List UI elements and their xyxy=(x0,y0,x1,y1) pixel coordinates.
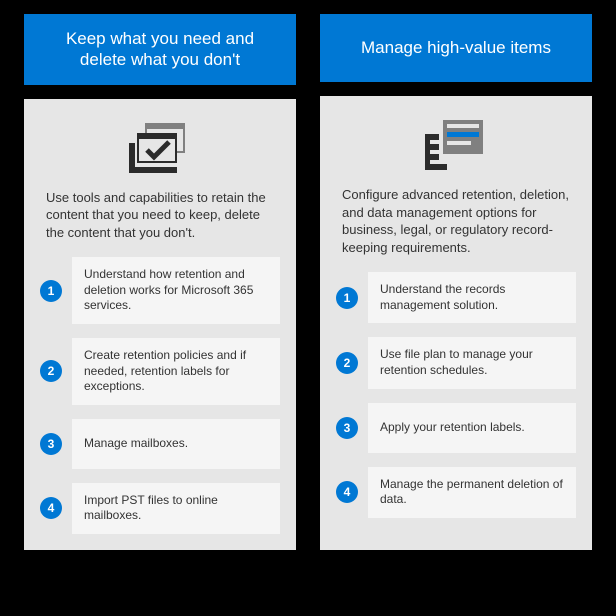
list-item: 2 Create retention policies and if neede… xyxy=(40,338,280,405)
step-number: 3 xyxy=(336,417,358,439)
records-list-icon xyxy=(425,120,487,172)
step-text: Understand how retention and deletion wo… xyxy=(84,267,268,314)
checkbox-window-icon xyxy=(129,123,191,175)
step-text: Manage the permanent deletion of data. xyxy=(380,477,564,508)
left-header: Keep what you need and delete what you d… xyxy=(24,14,296,85)
right-title: Manage high-value items xyxy=(361,37,551,58)
left-column: Keep what you need and delete what you d… xyxy=(24,14,296,550)
step-text: Create retention policies and if needed,… xyxy=(84,348,268,395)
step-number: 2 xyxy=(336,352,358,374)
list-item: 3 Manage mailboxes. xyxy=(40,419,280,469)
step-card: Create retention policies and if needed,… xyxy=(72,338,280,405)
step-text: Use file plan to manage your retention s… xyxy=(380,347,564,378)
left-title: Keep what you need and delete what you d… xyxy=(42,28,278,71)
step-card: Manage the permanent deletion of data. xyxy=(368,467,576,518)
list-item: 1 Understand how retention and deletion … xyxy=(40,257,280,324)
step-card: Use file plan to manage your retention s… xyxy=(368,337,576,388)
list-item: 1 Understand the records management solu… xyxy=(336,272,576,323)
list-item: 4 Import PST files to online mailboxes. xyxy=(40,483,280,534)
left-steps: 1 Understand how retention and deletion … xyxy=(40,257,280,534)
step-number: 2 xyxy=(40,360,62,382)
two-column-layout: Keep what you need and delete what you d… xyxy=(0,0,616,574)
step-card: Manage mailboxes. xyxy=(72,419,280,469)
step-text: Understand the records management soluti… xyxy=(380,282,564,313)
right-header: Manage high-value items xyxy=(320,14,592,82)
right-description: Configure advanced retention, deletion, … xyxy=(336,186,576,272)
step-number: 1 xyxy=(336,287,358,309)
list-item: 2 Use file plan to manage your retention… xyxy=(336,337,576,388)
step-card: Understand how retention and deletion wo… xyxy=(72,257,280,324)
list-item: 4 Manage the permanent deletion of data. xyxy=(336,467,576,518)
step-text: Manage mailboxes. xyxy=(84,436,188,452)
step-number: 4 xyxy=(336,481,358,503)
right-steps: 1 Understand the records management solu… xyxy=(336,272,576,518)
step-number: 1 xyxy=(40,280,62,302)
right-column: Manage high-value items Configure advanc… xyxy=(320,14,592,550)
step-text: Import PST files to online mailboxes. xyxy=(84,493,268,524)
list-item: 3 Apply your retention labels. xyxy=(336,403,576,453)
step-card: Import PST files to online mailboxes. xyxy=(72,483,280,534)
step-card: Understand the records management soluti… xyxy=(368,272,576,323)
left-description: Use tools and capabilities to retain the… xyxy=(40,189,280,258)
left-panel: Use tools and capabilities to retain the… xyxy=(24,99,296,550)
right-panel: Configure advanced retention, deletion, … xyxy=(320,96,592,550)
right-icon-zone xyxy=(336,114,576,186)
step-card: Apply your retention labels. xyxy=(368,403,576,453)
step-number: 4 xyxy=(40,497,62,519)
step-text: Apply your retention labels. xyxy=(380,420,525,436)
step-number: 3 xyxy=(40,433,62,455)
left-icon-zone xyxy=(40,117,280,189)
